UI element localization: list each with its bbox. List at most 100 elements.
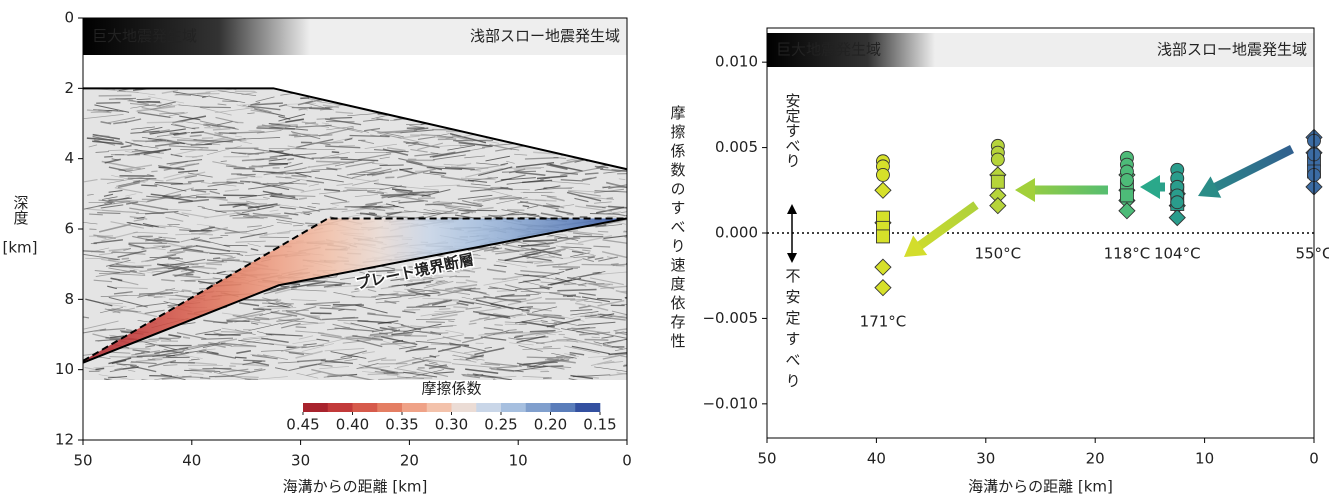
- seismic-stroke: [623, 167, 655, 170]
- seismic-stroke: [157, 84, 174, 86]
- seismic-stroke: [564, 103, 575, 106]
- zone-label: 浅部スロー地震発生域: [470, 27, 620, 45]
- seismic-stroke: [386, 76, 395, 77]
- seismic-stroke: [589, 121, 617, 125]
- x-tick-label: 30: [291, 452, 310, 470]
- x-tick-label: 30: [976, 450, 995, 468]
- seismic-stroke: [318, 92, 354, 95]
- seismic-stroke: [520, 123, 528, 124]
- seismic-stroke: [90, 76, 116, 79]
- arrow-head: [1015, 178, 1035, 202]
- seismic-stroke: [472, 78, 482, 80]
- seismic-stroke: [501, 102, 530, 109]
- seismic-stroke: [343, 82, 356, 84]
- seismic-stroke: [624, 81, 633, 82]
- seismic-stroke: [607, 198, 613, 199]
- seismic-stroke: [137, 79, 145, 81]
- seismic-stroke: [330, 118, 352, 119]
- seismic-stroke: [142, 82, 154, 83]
- seismic-stroke: [206, 79, 246, 80]
- seismic-stroke: [329, 95, 365, 96]
- colorbar-segment: [402, 403, 427, 412]
- seismic-stroke: [306, 93, 328, 94]
- seismic-stroke: [259, 78, 282, 80]
- seismic-stroke: [595, 112, 603, 113]
- seismic-stroke: [349, 80, 370, 82]
- x-tick-label: 20: [1086, 450, 1105, 468]
- square-marker: [991, 175, 1004, 188]
- seismic-stroke: [420, 69, 459, 74]
- seismic-stroke: [243, 360, 265, 361]
- seismic-stroke: [596, 168, 603, 169]
- x-tick-label: 40: [867, 450, 886, 468]
- temperature-label: 150°C: [975, 245, 1022, 263]
- seismic-stroke: [593, 107, 614, 108]
- seismic-stroke: [461, 121, 495, 129]
- seismic-stroke: [516, 80, 545, 81]
- plot-frame: [767, 28, 1314, 438]
- seismic-stroke: [141, 380, 179, 386]
- seismic-stroke: [120, 81, 129, 83]
- annotation: 安定すべり: [784, 93, 802, 168]
- seismic-stroke: [326, 84, 359, 89]
- seismic-stroke: [381, 67, 398, 71]
- x-tick-label: 50: [73, 452, 92, 470]
- seismic-stroke: [395, 107, 434, 112]
- seismic-stroke: [616, 152, 652, 154]
- seismic-stroke: [555, 85, 593, 86]
- circle-marker: [876, 168, 889, 181]
- seismic-stroke: [559, 124, 583, 125]
- seismic-stroke: [200, 378, 210, 379]
- colorbar-segment: [328, 403, 353, 412]
- seismic-stroke: [97, 213, 120, 214]
- seismic-stroke: [188, 70, 198, 72]
- seismic-stroke: [577, 147, 615, 156]
- seismic-stroke: [222, 101, 237, 102]
- seismic-stroke: [122, 258, 129, 259]
- seismic-stroke: [191, 132, 204, 133]
- seismic-stroke: [327, 77, 343, 78]
- seismic-stroke: [625, 298, 645, 299]
- seismic-stroke: [85, 71, 111, 72]
- arrow-head: [787, 253, 797, 263]
- seismic-stroke: [601, 112, 621, 117]
- seismic-stroke: [505, 82, 540, 90]
- seismic-stroke: [564, 130, 604, 133]
- seismic-stroke: [299, 198, 307, 199]
- seismic-stroke: [428, 76, 448, 79]
- seismic-stroke: [524, 73, 561, 74]
- seismic-stroke: [205, 334, 241, 335]
- seismic-stroke: [533, 110, 567, 114]
- seismic-stroke: [304, 89, 327, 94]
- seismic-stroke: [399, 73, 435, 80]
- trend-arrow: [1214, 149, 1292, 188]
- seismic-stroke: [345, 86, 358, 87]
- seismic-stroke: [191, 79, 213, 80]
- seismic-stroke: [404, 88, 420, 90]
- seismic-stroke: [625, 132, 641, 136]
- seismic-stroke: [456, 75, 474, 76]
- seismic-stroke: [177, 349, 185, 350]
- seismic-stroke: [379, 74, 394, 77]
- seismic-stroke: [573, 113, 596, 114]
- square-marker: [876, 230, 889, 243]
- seismic-stroke: [427, 115, 449, 116]
- seismic-stroke: [338, 84, 366, 90]
- seismic-stroke: [564, 284, 576, 285]
- seismic-stroke: [485, 108, 504, 112]
- seismic-stroke: [608, 137, 640, 139]
- colorbar-segment: [575, 403, 600, 412]
- seismic-stroke: [554, 112, 585, 115]
- y-tick-label: 0.000: [715, 224, 758, 242]
- seismic-stroke: [585, 340, 609, 341]
- temperature-label: 55°C: [1295, 245, 1329, 263]
- zone-label: 浅部スロー地震発生域: [1157, 41, 1307, 59]
- seismic-stroke: [141, 185, 157, 186]
- y-axis-label: [km]: [2, 239, 37, 257]
- seismic-stroke: [241, 69, 271, 76]
- seismic-stroke: [151, 80, 170, 83]
- colorbar-tick-label: 0.25: [484, 416, 517, 434]
- seismic-stroke: [370, 71, 409, 73]
- seismic-stroke: [383, 102, 415, 103]
- seismic-stroke: [621, 117, 655, 120]
